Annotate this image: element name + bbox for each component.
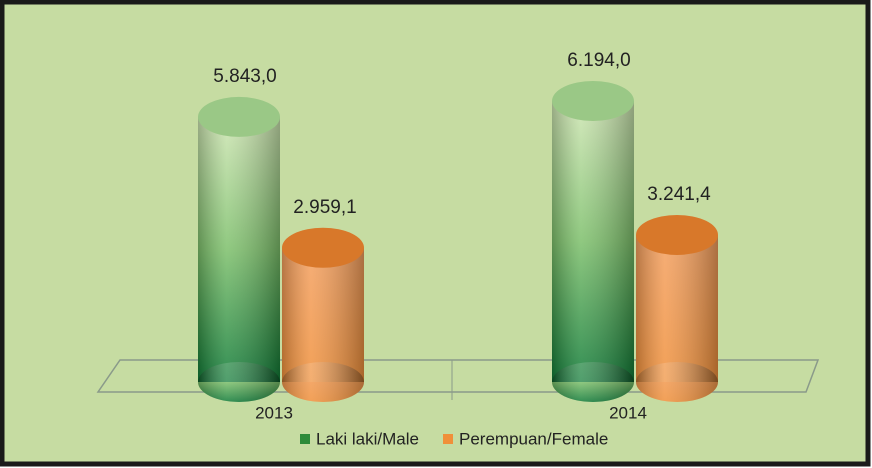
cylinder-bottom-shade — [636, 362, 718, 402]
x-tick-label: 2013 — [255, 403, 293, 422]
cylinder-shade — [636, 234, 718, 382]
legend-swatch — [443, 434, 453, 444]
value-label: 5.843,0 — [213, 66, 276, 87]
cylinder-shade — [198, 116, 280, 382]
value-label: 2.959,1 — [293, 197, 356, 218]
cylinder-bottom-shade — [282, 362, 364, 402]
cylinder-top — [282, 227, 364, 268]
cylinder-top — [198, 96, 280, 137]
cylinder-bottom-shade — [198, 362, 280, 402]
cylinder-shade — [552, 101, 634, 382]
legend-swatch — [300, 434, 310, 444]
x-tick-label: 2014 — [609, 403, 647, 422]
cylinder-bottom-shade — [552, 362, 634, 402]
value-label: 6.194,0 — [567, 50, 630, 71]
cylinder-top — [636, 214, 718, 255]
legend-label: Laki laki/Male — [316, 429, 419, 448]
value-label: 3.241,4 — [647, 184, 711, 205]
cylinder-top — [552, 81, 634, 121]
cylinder-shade — [282, 247, 364, 382]
legend-label: Perempuan/Female — [459, 429, 608, 448]
